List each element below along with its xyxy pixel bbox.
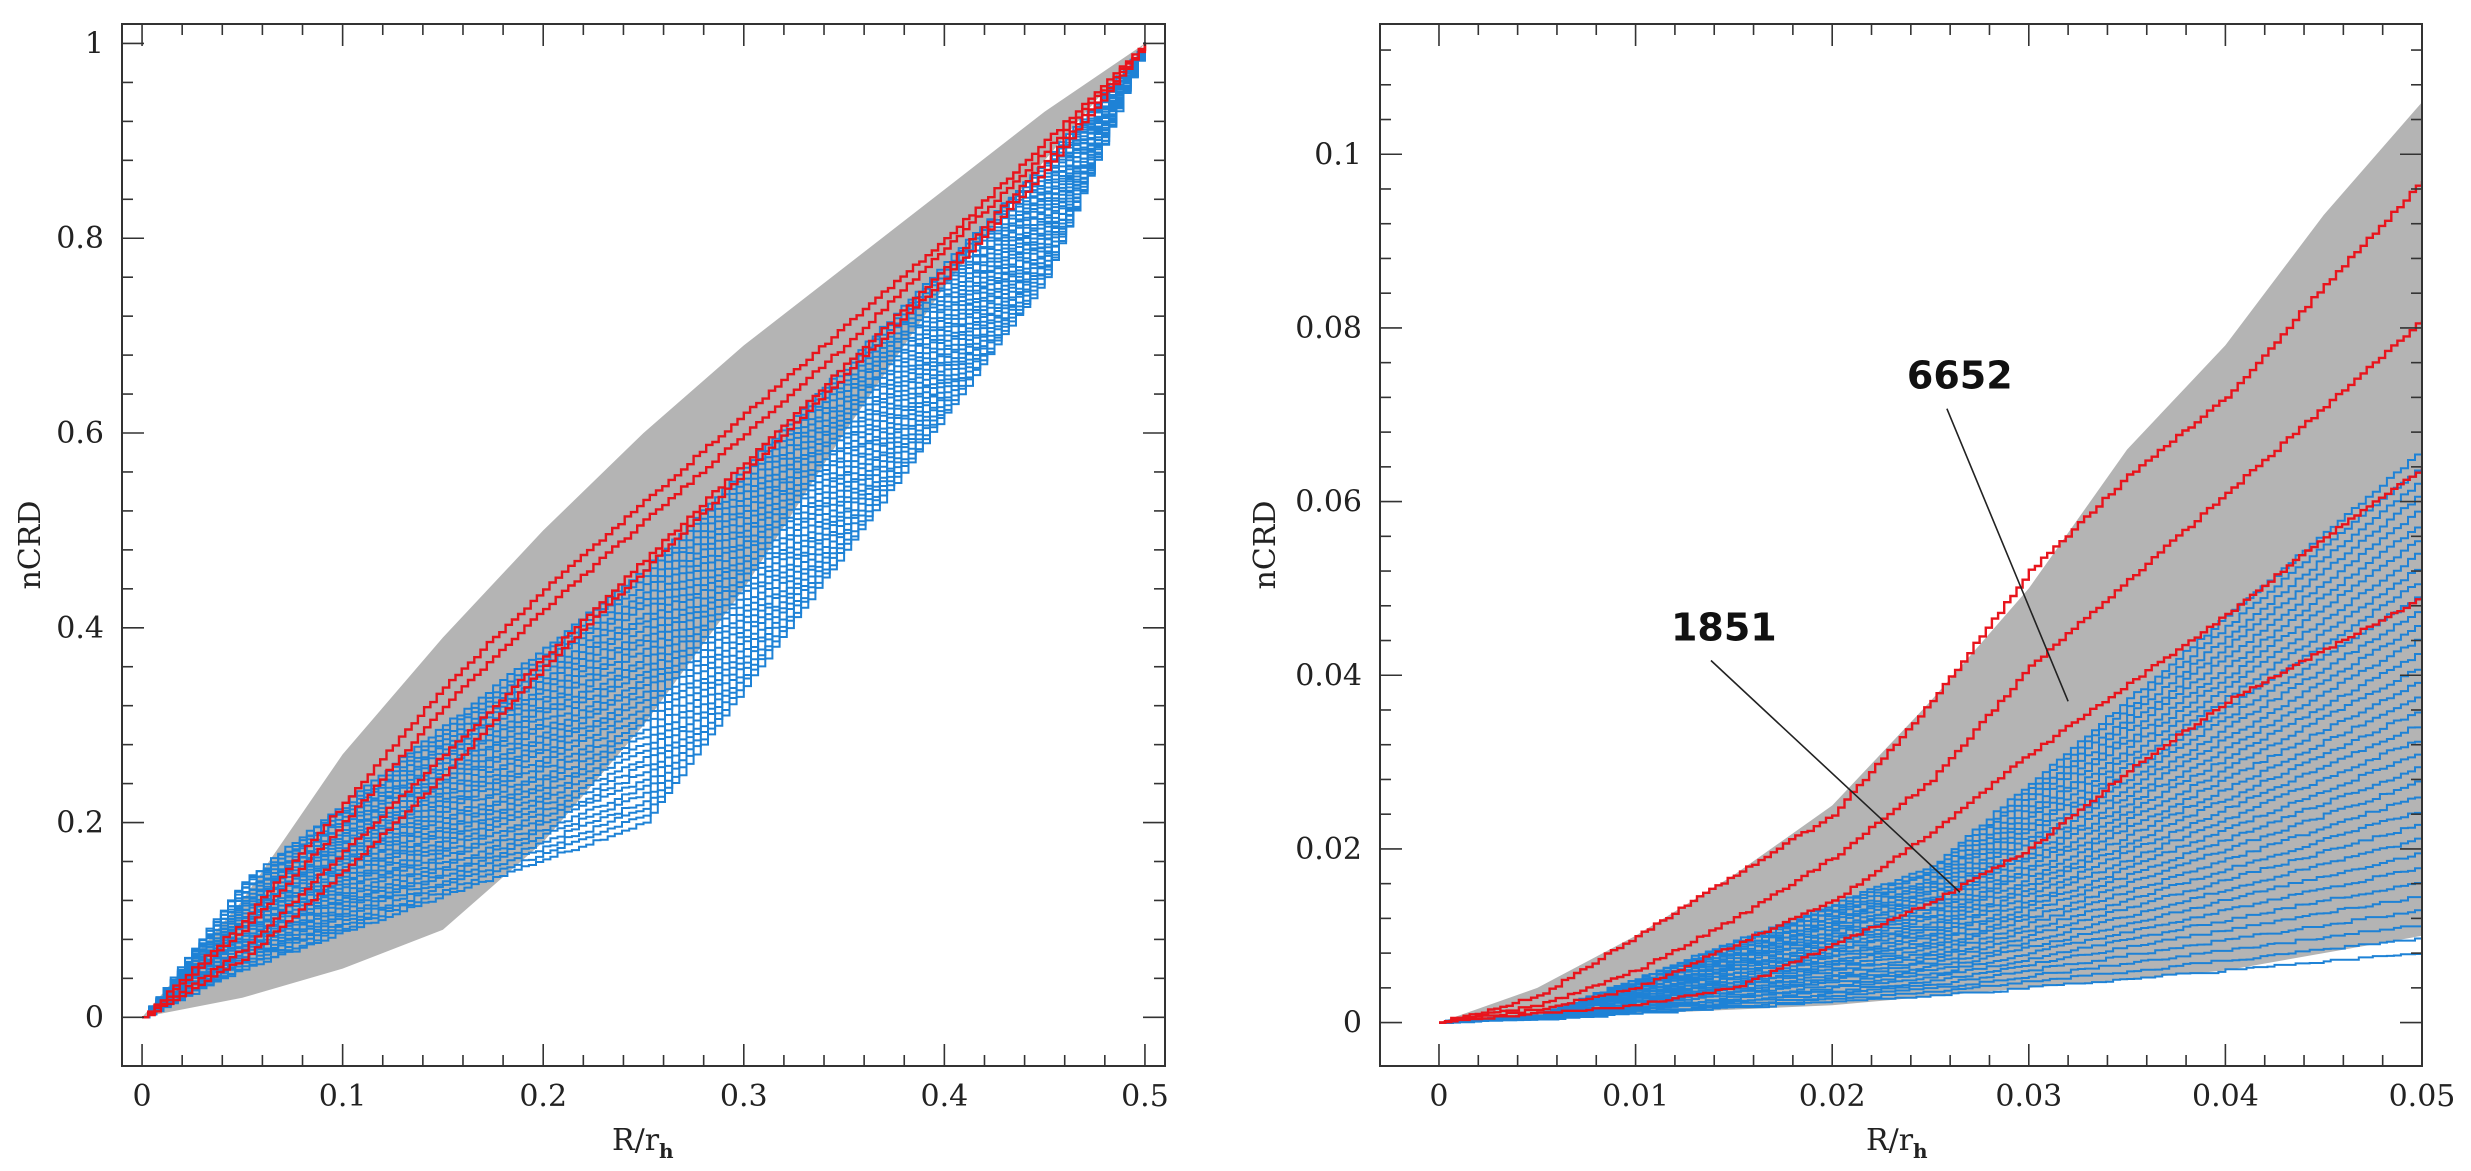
left-plot-area [142,42,1147,1019]
left-x-axis-label: R/rh [612,1123,674,1163]
red-3-line [1439,468,2422,1024]
x-tick-label: 0.2 [519,1079,567,1114]
x-tick-label: 0.1 [319,1079,367,1114]
red-3-line [142,42,1147,1019]
x-tick-label: 0 [133,1079,152,1114]
annotation-pointer [1946,408,2069,702]
blue-series-line [1439,909,2422,1024]
right-y-axis-label: nCRD [1248,501,1283,590]
blue-series-line [142,42,1146,1019]
blue-series-line [142,44,1146,1019]
blue-series-line [142,42,1146,1019]
y-tick-label: 1 [85,26,104,61]
x-tick-label: 0.03 [1995,1079,2062,1114]
x-tick-label: 0.05 [2389,1079,2456,1114]
blue-series-line [1439,894,2422,1024]
y-tick-label: 0.02 [1295,832,1362,867]
blue-series-line [142,42,1146,1019]
x-tick-label: 0.4 [921,1079,969,1114]
annotation-label: 1851 [1671,606,1777,650]
blue-series-line [1439,837,2422,1024]
y-tick-label: 0.6 [56,416,104,451]
red-1-line [142,44,1147,1019]
blue-series-line [142,44,1146,1019]
annotation-label: 6652 [1907,354,2013,398]
blue-series-line [1439,867,2422,1024]
left-panel: 0 0.1 0.2 0.3 0.4 0.5 0 0.2 0.4 0.6 0.8 1 R/rh nCRD [13,23,1169,1163]
blue-series-line [142,44,1146,1019]
blue-series-line [142,45,1146,1019]
envelope-band [1439,102,2422,1023]
right-panel: 0 0.01 0.02 0.03 0.04 0.05 0 0.02 0.04 0.06 0.08 0.… [1248,23,2455,1163]
left-y-axis-label: nCRD [13,501,48,590]
x-tick-label: 0.04 [2192,1079,2259,1114]
right-annotations: 6652 1851 [1671,354,2069,893]
blue-series-line [1439,707,2422,1024]
red-1-line [1439,181,2422,1024]
y-tick-label: 0.2 [56,806,104,841]
red-2-line [142,44,1147,1019]
left-ticks: 0 0.1 0.2 0.3 0.4 0.5 0 0.2 0.4 0.6 0.8 1 [56,24,1169,1114]
y-tick-label: 0.08 [1295,311,1362,346]
y-tick-label: 0 [85,1000,104,1035]
red-4-line [142,44,1147,1019]
y-tick-label: 0.1 [1314,137,1362,172]
x-tick-label: 0 [1429,1079,1448,1114]
right-x-axis-label: R/rh [1866,1123,1928,1163]
y-tick-label: 0.04 [1295,658,1362,693]
red-2-line [1439,320,2422,1024]
x-tick-label: 0.01 [1602,1079,1669,1114]
x-tick-label: 0.3 [720,1079,768,1114]
blue-series-line [142,44,1146,1019]
blue-series-line [1439,923,2422,1024]
annotation-pointer [1710,659,1961,893]
right-plot-area [1439,102,2422,1024]
y-tick-label: 0.06 [1295,485,1362,520]
right-axes-frame [1379,23,2423,1067]
y-tick-label: 0.8 [56,221,104,256]
blue-series-line [1439,620,2422,1024]
blue-series-line [142,42,1146,1019]
y-tick-label: 0 [1343,1006,1362,1041]
x-tick-label: 0.5 [1121,1079,1169,1114]
y-tick-label: 0.4 [56,611,104,646]
red-4-line [1439,596,2422,1024]
blue-series-line [142,43,1146,1019]
left-axes-frame [121,23,1166,1067]
x-tick-label: 0.02 [1799,1079,1866,1114]
right-ticks: 0 0.01 0.02 0.03 0.04 0.05 0 0.02 0.04 0.06 0.08 0.… [1295,24,2455,1114]
